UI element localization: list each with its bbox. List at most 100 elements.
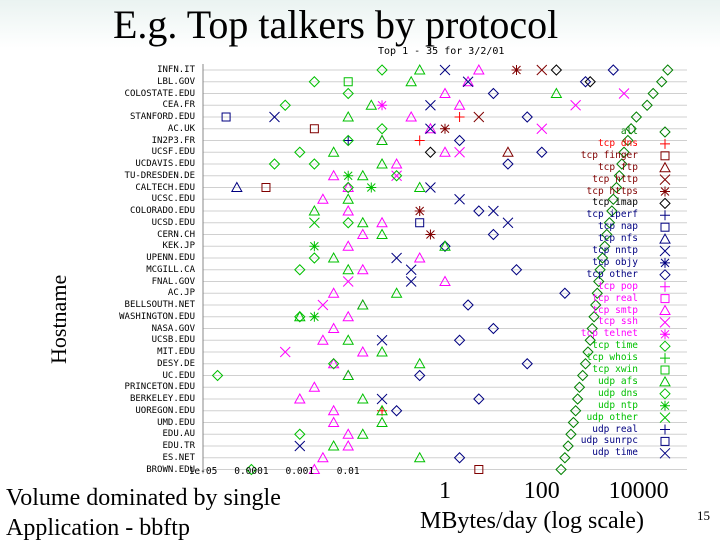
data-point [294,440,306,452]
data-point [327,169,340,181]
data-point [425,123,436,135]
legend-marker [659,233,671,244]
x-tick-label-large: 10000 [608,478,669,504]
data-point [308,252,321,264]
data-point [607,193,619,205]
data-point [607,64,619,76]
data-point [413,181,426,192]
legend-label: tcp smtp [592,304,638,316]
legend-marker [660,329,670,340]
legend-marker [660,186,670,197]
data-point [502,146,514,157]
hostname-label: COLOSTATE.EDU [124,88,195,99]
legend-marker [660,222,670,232]
data-point [622,134,634,147]
hostname-label: UCSC.EDU [151,194,195,205]
legend-marker [659,388,671,400]
chart-title: Top 1 - 35 for 3/2/01 [378,46,505,57]
legend-marker [659,447,671,459]
legend-label: all [620,126,638,137]
data-point [308,463,321,474]
data-point [356,263,369,275]
data-point [593,275,605,288]
legend-marker [659,317,671,328]
legend-marker [660,151,670,161]
x-tick-label: 1e-05 [188,466,218,477]
data-point [594,264,606,276]
legend-marker [660,424,670,435]
data-point [474,465,484,474]
page-number: 15 [697,508,710,523]
data-point [569,405,582,417]
data-point [590,299,602,311]
data-point [327,358,340,370]
data-point [376,157,388,169]
legend-label: tcp whois [586,352,638,364]
data-point [610,181,623,194]
hostname-label: AC.UK [167,123,195,134]
data-point [487,228,500,241]
data-point [559,452,571,464]
data-point [439,275,451,286]
hostname-label: UOREGON.EDU [135,405,195,416]
hostname-label: UCSD.EDU [151,217,195,228]
data-point [308,158,321,170]
data-point [502,217,514,229]
data-point [473,205,485,217]
data-point [342,310,355,322]
legend-marker [659,412,671,423]
legend-label: udp other [586,411,638,423]
data-point [462,75,474,87]
hostname-label: FNAL.GOV [151,276,195,287]
hostname-label: MCGILL.CA [146,264,195,275]
data-point [555,463,567,476]
data-point [487,87,500,100]
data-point [376,134,388,145]
data-points [211,63,674,476]
data-point [327,146,340,157]
data-point [356,228,369,239]
data-point [488,205,499,217]
legend-label: tcp xwin [592,364,638,375]
data-point [294,146,306,158]
data-point [317,334,329,345]
legend-marker [660,436,670,446]
data-point [342,439,355,451]
data-point [521,358,533,370]
data-point [616,158,628,170]
data-point [245,463,258,476]
hostname-label: UCDAVIS.EDU [135,159,195,169]
data-point [440,123,450,134]
data-point [413,63,426,75]
data-point [342,263,355,275]
data-point [567,416,580,429]
x-tick-label: 0.001 [285,466,315,477]
hostname-label: KEK.JP [162,241,195,252]
data-point [342,240,355,251]
data-point [317,193,329,204]
data-point [342,217,354,229]
legend-label: tcp other [586,268,638,280]
data-point [415,218,425,228]
data-point [462,299,474,311]
hostname-label: ES.NET [162,452,195,463]
legend-marker [660,257,670,268]
hostname-label: NASA.GOV [151,323,195,334]
data-point [439,64,451,76]
data-point [606,205,618,217]
data-point [599,240,611,252]
data-point [211,369,224,382]
data-point [376,123,388,135]
legend-label: udp real [592,423,638,435]
data-point [591,287,603,299]
data-point [342,134,354,147]
data-point [571,393,584,405]
data-point [413,451,426,463]
legend-label: tcp nntp [592,245,638,256]
data-point [356,345,369,357]
data-point [376,334,388,346]
legend-marker [659,340,671,352]
data-point [630,111,643,123]
data-point [570,99,581,111]
data-point [579,358,592,370]
